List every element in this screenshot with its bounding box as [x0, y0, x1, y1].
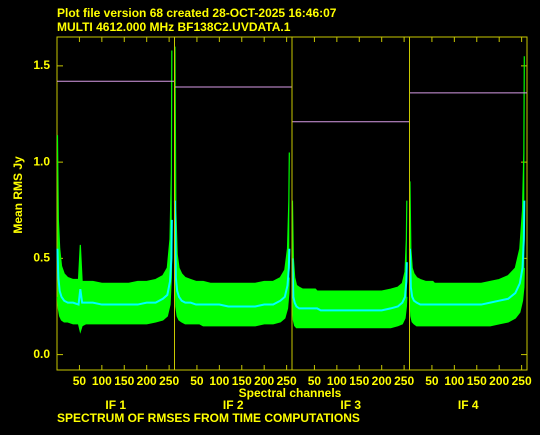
x-tick-label: 250: [394, 374, 414, 388]
x-tick-label: 250: [512, 374, 532, 388]
panel-label: IF 2: [223, 398, 244, 412]
series-line: [291, 296, 408, 329]
panel-label: IF 3: [340, 398, 361, 412]
series-line: [56, 50, 173, 284]
panel-label: IF 1: [105, 398, 126, 412]
band-fill: [292, 200, 407, 328]
x-tick-label: 150: [114, 374, 134, 388]
x-tick-label: 100: [444, 374, 464, 388]
x-tick-label: 50: [73, 374, 87, 388]
x-tick-label: 200: [372, 374, 392, 388]
x-axis-label: Spectral channels: [239, 386, 342, 400]
x-tick-label: 100: [92, 374, 112, 388]
x-tick-label: 50: [425, 374, 439, 388]
x-tick-label: 150: [232, 374, 252, 388]
x-tick-label: 200: [489, 374, 509, 388]
series-line: [409, 267, 525, 327]
x-tick-label: 50: [308, 374, 322, 388]
x-tick-label: 100: [209, 374, 229, 388]
series-line: [56, 239, 173, 334]
x-tick-label: 200: [137, 374, 157, 388]
y-tick-label: 1.0: [33, 154, 50, 168]
chart-subtitle: MULTI 4612.000 MHz BF138C2.UVDATA.1: [57, 20, 291, 34]
x-tick-label: 50: [190, 374, 204, 388]
footer: SPECTRUM OF RMSES FROM TIME COMPUTATIONS: [57, 411, 360, 425]
x-tick-label: 150: [467, 374, 487, 388]
series-line: [291, 200, 408, 292]
series-line: [409, 56, 525, 284]
y-tick-label: 1.5: [33, 58, 50, 72]
x-tick-label: 250: [277, 374, 297, 388]
series-line: [174, 46, 290, 284]
panel-label: IF 4: [458, 398, 479, 412]
series-line: [174, 267, 290, 327]
series-line: [173, 200, 291, 308]
y-tick-label: 0.0: [33, 347, 50, 361]
series-line: [291, 258, 408, 312]
chart-title: Plot file version 68 created 28-OCT-2025…: [57, 6, 337, 20]
band-fill: [174, 46, 290, 326]
series-line: [56, 219, 173, 306]
y-tick-label: 0.5: [33, 251, 50, 265]
x-tick-label: 100: [327, 374, 347, 388]
band-fill: [57, 50, 172, 332]
x-tick-label: 250: [159, 374, 179, 388]
band-fill: [409, 56, 525, 326]
series-line: [408, 200, 526, 306]
y-axis-label: Mean RMS Jy: [11, 156, 25, 234]
x-tick-label: 200: [254, 374, 274, 388]
x-tick-label: 150: [349, 374, 369, 388]
